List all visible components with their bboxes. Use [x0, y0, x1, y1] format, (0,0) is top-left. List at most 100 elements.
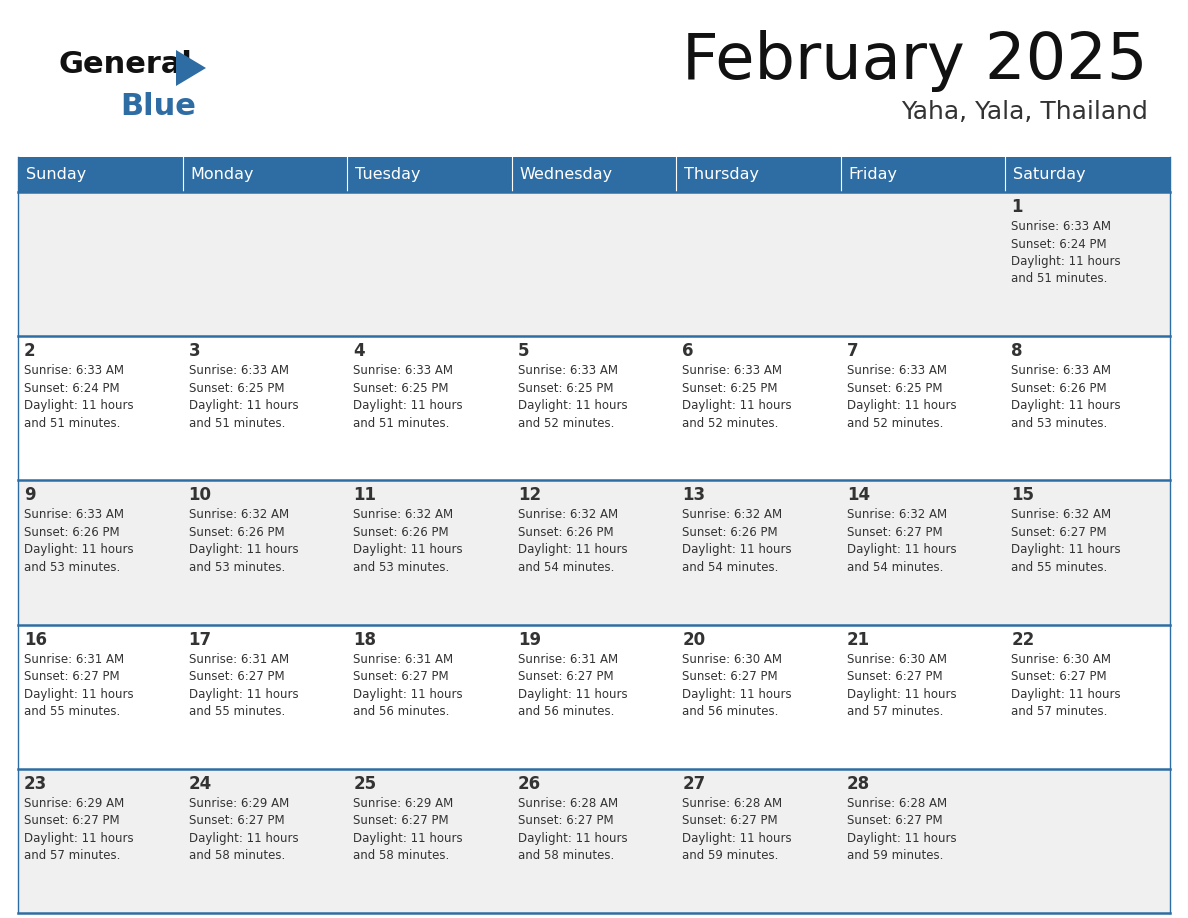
Bar	[183, 157, 347, 192]
Text: Daylight: 11 hours: Daylight: 11 hours	[353, 543, 463, 556]
Text: Sunrise: 6:32 AM: Sunrise: 6:32 AM	[847, 509, 947, 521]
Text: Sunset: 6:24 PM: Sunset: 6:24 PM	[24, 382, 120, 395]
Text: and 56 minutes.: and 56 minutes.	[518, 705, 614, 718]
Text: Daylight: 11 hours: Daylight: 11 hours	[518, 832, 627, 845]
Text: and 57 minutes.: and 57 minutes.	[24, 849, 120, 862]
Bar	[841, 157, 1005, 192]
Text: Daylight: 11 hours: Daylight: 11 hours	[1011, 255, 1121, 268]
Text: Sunset: 6:26 PM: Sunset: 6:26 PM	[24, 526, 120, 539]
Text: Daylight: 11 hours: Daylight: 11 hours	[24, 399, 133, 412]
Text: 1: 1	[1011, 198, 1023, 216]
Text: Sunrise: 6:30 AM: Sunrise: 6:30 AM	[847, 653, 947, 666]
Text: Sunset: 6:27 PM: Sunset: 6:27 PM	[518, 670, 613, 683]
Text: Sunset: 6:24 PM: Sunset: 6:24 PM	[1011, 238, 1107, 251]
Text: Sunset: 6:27 PM: Sunset: 6:27 PM	[1011, 670, 1107, 683]
Text: Sunrise: 6:33 AM: Sunrise: 6:33 AM	[1011, 364, 1112, 377]
Text: Sunset: 6:25 PM: Sunset: 6:25 PM	[189, 382, 284, 395]
Text: and 55 minutes.: and 55 minutes.	[189, 705, 285, 718]
Text: Sunrise: 6:33 AM: Sunrise: 6:33 AM	[1011, 220, 1112, 233]
Text: 11: 11	[353, 487, 377, 504]
Text: 26: 26	[518, 775, 541, 793]
Bar	[18, 480, 1170, 624]
Bar	[18, 624, 1170, 768]
Text: Daylight: 11 hours: Daylight: 11 hours	[847, 543, 956, 556]
Text: Daylight: 11 hours: Daylight: 11 hours	[353, 832, 463, 845]
Text: Sunrise: 6:31 AM: Sunrise: 6:31 AM	[353, 653, 454, 666]
Text: 9: 9	[24, 487, 36, 504]
Text: and 53 minutes.: and 53 minutes.	[1011, 417, 1107, 430]
Text: 20: 20	[682, 631, 706, 649]
Text: Sunrise: 6:33 AM: Sunrise: 6:33 AM	[24, 364, 124, 377]
Text: 15: 15	[1011, 487, 1035, 504]
Text: February 2025: February 2025	[682, 30, 1148, 92]
Text: Sunrise: 6:31 AM: Sunrise: 6:31 AM	[24, 653, 124, 666]
Text: Sunrise: 6:32 AM: Sunrise: 6:32 AM	[682, 509, 783, 521]
Text: Tuesday: Tuesday	[355, 167, 421, 182]
Text: Daylight: 11 hours: Daylight: 11 hours	[189, 832, 298, 845]
Text: Sunrise: 6:29 AM: Sunrise: 6:29 AM	[24, 797, 125, 810]
Text: Daylight: 11 hours: Daylight: 11 hours	[847, 688, 956, 700]
Text: Sunset: 6:25 PM: Sunset: 6:25 PM	[847, 382, 942, 395]
Text: Daylight: 11 hours: Daylight: 11 hours	[24, 832, 133, 845]
Text: Wednesday: Wednesday	[519, 167, 613, 182]
Text: and 58 minutes.: and 58 minutes.	[353, 849, 449, 862]
Bar	[347, 157, 512, 192]
Text: and 53 minutes.: and 53 minutes.	[24, 561, 120, 574]
Text: and 56 minutes.: and 56 minutes.	[353, 705, 449, 718]
Text: 18: 18	[353, 631, 377, 649]
Text: Sunset: 6:27 PM: Sunset: 6:27 PM	[353, 814, 449, 827]
Text: 21: 21	[847, 631, 870, 649]
Text: Daylight: 11 hours: Daylight: 11 hours	[24, 543, 133, 556]
Text: Daylight: 11 hours: Daylight: 11 hours	[189, 543, 298, 556]
Text: Daylight: 11 hours: Daylight: 11 hours	[1011, 688, 1121, 700]
Text: Daylight: 11 hours: Daylight: 11 hours	[518, 543, 627, 556]
Bar	[1005, 157, 1170, 192]
Text: Sunset: 6:26 PM: Sunset: 6:26 PM	[1011, 382, 1107, 395]
Text: Sunrise: 6:30 AM: Sunrise: 6:30 AM	[1011, 653, 1112, 666]
Text: Daylight: 11 hours: Daylight: 11 hours	[682, 399, 792, 412]
Text: and 58 minutes.: and 58 minutes.	[518, 849, 614, 862]
Text: Sunday: Sunday	[26, 167, 87, 182]
Text: Daylight: 11 hours: Daylight: 11 hours	[682, 832, 792, 845]
Bar	[18, 768, 1170, 913]
Text: 25: 25	[353, 775, 377, 793]
Text: Friday: Friday	[849, 167, 898, 182]
Text: Blue: Blue	[120, 92, 196, 121]
Text: Daylight: 11 hours: Daylight: 11 hours	[682, 688, 792, 700]
Text: Sunrise: 6:28 AM: Sunrise: 6:28 AM	[518, 797, 618, 810]
Text: and 59 minutes.: and 59 minutes.	[682, 849, 778, 862]
Text: Sunrise: 6:32 AM: Sunrise: 6:32 AM	[353, 509, 454, 521]
Text: Sunrise: 6:29 AM: Sunrise: 6:29 AM	[353, 797, 454, 810]
Text: Sunset: 6:27 PM: Sunset: 6:27 PM	[847, 814, 942, 827]
Text: Sunset: 6:26 PM: Sunset: 6:26 PM	[353, 526, 449, 539]
Text: Sunrise: 6:31 AM: Sunrise: 6:31 AM	[189, 653, 289, 666]
Text: 7: 7	[847, 342, 859, 360]
Text: 5: 5	[518, 342, 529, 360]
Text: Daylight: 11 hours: Daylight: 11 hours	[353, 399, 463, 412]
Bar	[18, 336, 1170, 480]
Text: Sunset: 6:27 PM: Sunset: 6:27 PM	[847, 526, 942, 539]
Text: Sunrise: 6:28 AM: Sunrise: 6:28 AM	[682, 797, 783, 810]
Text: and 52 minutes.: and 52 minutes.	[518, 417, 614, 430]
Text: Sunset: 6:27 PM: Sunset: 6:27 PM	[24, 814, 120, 827]
Text: Daylight: 11 hours: Daylight: 11 hours	[189, 399, 298, 412]
Text: and 51 minutes.: and 51 minutes.	[353, 417, 449, 430]
Text: Sunset: 6:27 PM: Sunset: 6:27 PM	[189, 814, 284, 827]
Text: Sunset: 6:25 PM: Sunset: 6:25 PM	[682, 382, 778, 395]
Text: 27: 27	[682, 775, 706, 793]
Text: 8: 8	[1011, 342, 1023, 360]
Text: 12: 12	[518, 487, 541, 504]
Text: Sunrise: 6:30 AM: Sunrise: 6:30 AM	[682, 653, 782, 666]
Text: Sunrise: 6:33 AM: Sunrise: 6:33 AM	[24, 509, 124, 521]
Text: Monday: Monday	[190, 167, 254, 182]
Text: Daylight: 11 hours: Daylight: 11 hours	[189, 688, 298, 700]
Bar	[512, 157, 676, 192]
Text: Daylight: 11 hours: Daylight: 11 hours	[1011, 399, 1121, 412]
Text: 22: 22	[1011, 631, 1035, 649]
Text: 3: 3	[189, 342, 201, 360]
Text: Sunrise: 6:28 AM: Sunrise: 6:28 AM	[847, 797, 947, 810]
Text: and 54 minutes.: and 54 minutes.	[682, 561, 778, 574]
Text: Sunset: 6:25 PM: Sunset: 6:25 PM	[518, 382, 613, 395]
Text: Daylight: 11 hours: Daylight: 11 hours	[518, 399, 627, 412]
Text: and 52 minutes.: and 52 minutes.	[682, 417, 778, 430]
